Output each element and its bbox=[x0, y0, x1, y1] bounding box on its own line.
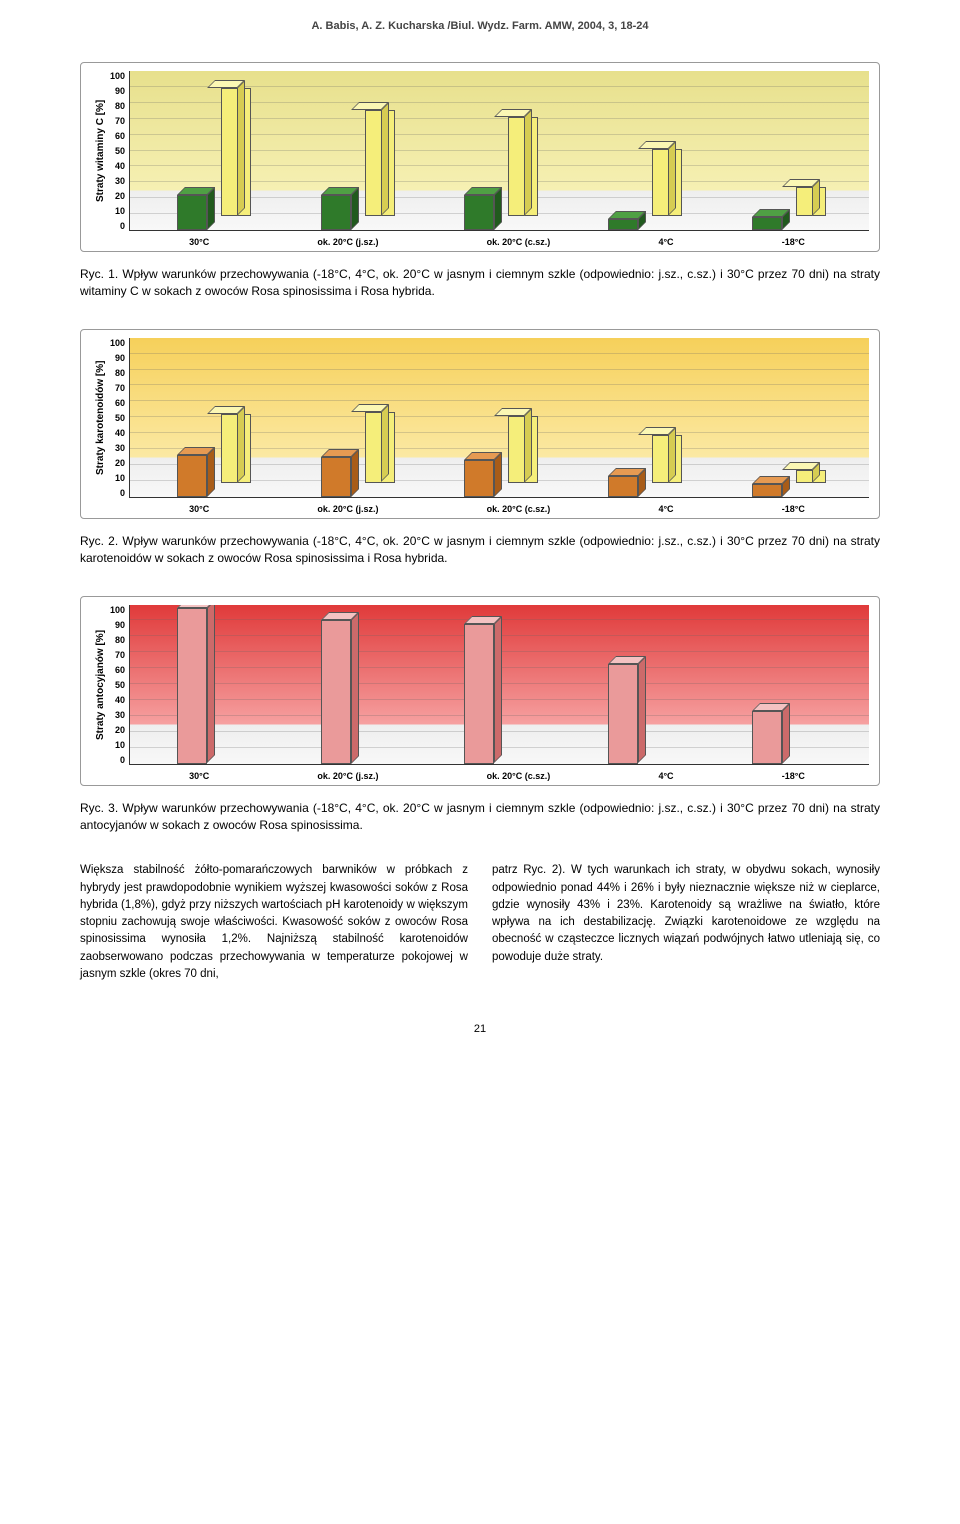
bar bbox=[752, 217, 782, 230]
bar bbox=[464, 460, 494, 497]
bar-group bbox=[177, 195, 247, 230]
plot-area bbox=[129, 605, 869, 765]
x-ticks: 30°Cok. 20°C (j.sz.)ok. 20°C (c.sz.)4°C-… bbox=[91, 498, 869, 514]
bar bbox=[177, 195, 207, 230]
page-number: 21 bbox=[80, 1023, 880, 1035]
body-col-right: patrz Ryc. 2). W tych warunkach ich stra… bbox=[492, 862, 880, 983]
bar-group bbox=[464, 195, 534, 230]
x-ticks: 30°Cok. 20°C (j.sz.)ok. 20°C (c.sz.)4°C-… bbox=[91, 765, 869, 781]
bar-group bbox=[177, 608, 247, 763]
bar bbox=[608, 476, 638, 497]
figure-caption-1: Ryc. 1. Wpływ warunków przechowywania (-… bbox=[80, 266, 880, 301]
bar-group bbox=[608, 664, 678, 763]
bar-group bbox=[321, 195, 391, 230]
bar bbox=[608, 664, 638, 763]
bar bbox=[177, 455, 207, 497]
bar-group bbox=[752, 711, 822, 764]
figure-caption-2: Ryc. 2. Wpływ warunków przechowywania (-… bbox=[80, 533, 880, 568]
y-axis-label: Straty antocyjanów [%] bbox=[91, 605, 110, 765]
chart-3: Straty antocyjanów [%]100908070605040302… bbox=[80, 596, 880, 786]
bar bbox=[321, 620, 351, 764]
bar bbox=[752, 484, 782, 497]
plot-area bbox=[129, 338, 869, 498]
y-ticks: 1009080706050403020100 bbox=[110, 71, 129, 231]
chart-1: Rosa spinosissimaRosa hybridaStraty wita… bbox=[80, 62, 880, 252]
plot-area bbox=[129, 71, 869, 231]
bar bbox=[638, 149, 668, 216]
bar-group bbox=[321, 620, 391, 764]
bar-group bbox=[464, 624, 534, 763]
bar bbox=[464, 624, 494, 763]
bar bbox=[608, 219, 638, 230]
bar-group bbox=[608, 219, 678, 230]
y-ticks: 1009080706050403020100 bbox=[110, 605, 129, 765]
y-axis-label: Straty karotenoidów [%] bbox=[91, 338, 110, 498]
chart-2: Rosa spinosissimaRosa hybridaStraty karo… bbox=[80, 329, 880, 519]
bar bbox=[321, 195, 351, 230]
body-text: Większa stabilność żółto-pomarańczowych … bbox=[80, 862, 880, 983]
figure-caption-3: Ryc. 3. Wpływ warunków przechowywania (-… bbox=[80, 800, 880, 835]
bar-group bbox=[752, 217, 822, 230]
bar-group bbox=[752, 484, 822, 497]
y-ticks: 1009080706050403020100 bbox=[110, 338, 129, 498]
body-col-left: Większa stabilność żółto-pomarańczowych … bbox=[80, 862, 468, 983]
bar-group bbox=[177, 455, 247, 497]
bar bbox=[752, 711, 782, 764]
bar-group bbox=[608, 476, 678, 497]
bar bbox=[464, 195, 494, 230]
bar bbox=[177, 608, 207, 763]
y-axis-label: Straty witaminy C [%] bbox=[91, 71, 110, 231]
page-header: A. Babis, A. Z. Kucharska /Biul. Wydz. F… bbox=[80, 20, 880, 32]
bar bbox=[321, 457, 351, 497]
bar-group bbox=[464, 460, 534, 497]
bar-group bbox=[321, 457, 391, 497]
x-ticks: 30°Cok. 20°C (j.sz.)ok. 20°C (c.sz.)4°C-… bbox=[91, 231, 869, 247]
